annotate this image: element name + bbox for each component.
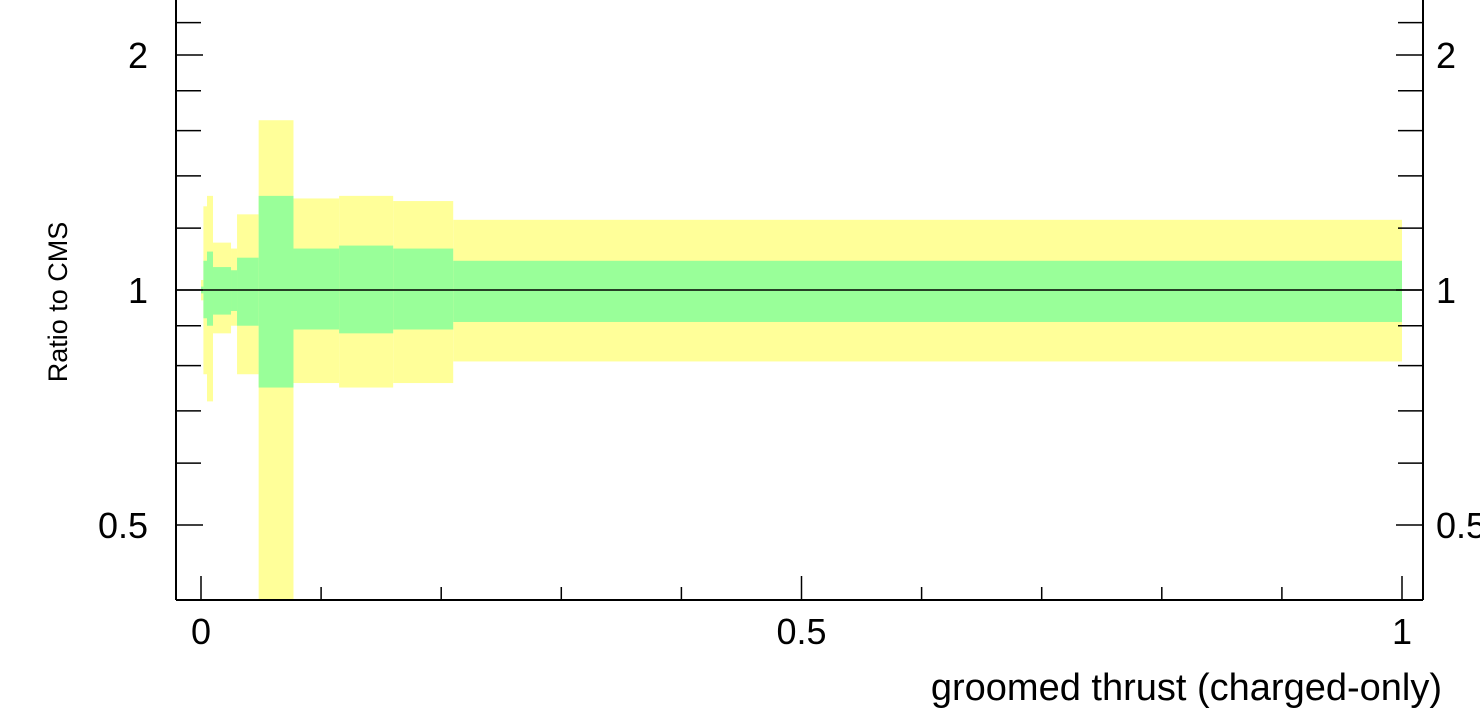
y-tick-label-right-1: 1 [1436,270,1456,311]
inner-band-bin-7 [293,248,340,330]
inner-band-bin-6 [258,195,294,388]
uncertainty-bands [201,120,1403,600]
x-axis-title: groomed thrust (charged-only) [931,667,1442,709]
tick-labels: 0 0.5 1 0.5 0.5 1 1 2 2 [98,35,1480,652]
y-tick-label-left-1: 1 [128,270,148,311]
x-tick-label-1: 1 [1392,611,1412,652]
x-tick-label-0.5: 0.5 [776,611,826,652]
inner-band-bin-10 [453,260,1403,322]
y-tick-label-left-2: 2 [128,35,148,76]
inner-band-bin-5 [237,257,259,326]
inner-band-bin-9 [393,248,454,330]
y-tick-label-right-2: 2 [1436,35,1456,76]
x-tick-label-0: 0 [191,611,211,652]
y-tick-label-left-0.5: 0.5 [98,505,148,546]
y-axis-title: Ratio to CMS [43,222,73,383]
axis-ticks [176,21,1423,600]
plot-frame [175,0,1424,601]
inner-band-bin-2 [207,251,214,326]
inner-band-bin-3 [213,267,232,315]
y-tick-label-right-0.5: 0.5 [1436,505,1480,546]
